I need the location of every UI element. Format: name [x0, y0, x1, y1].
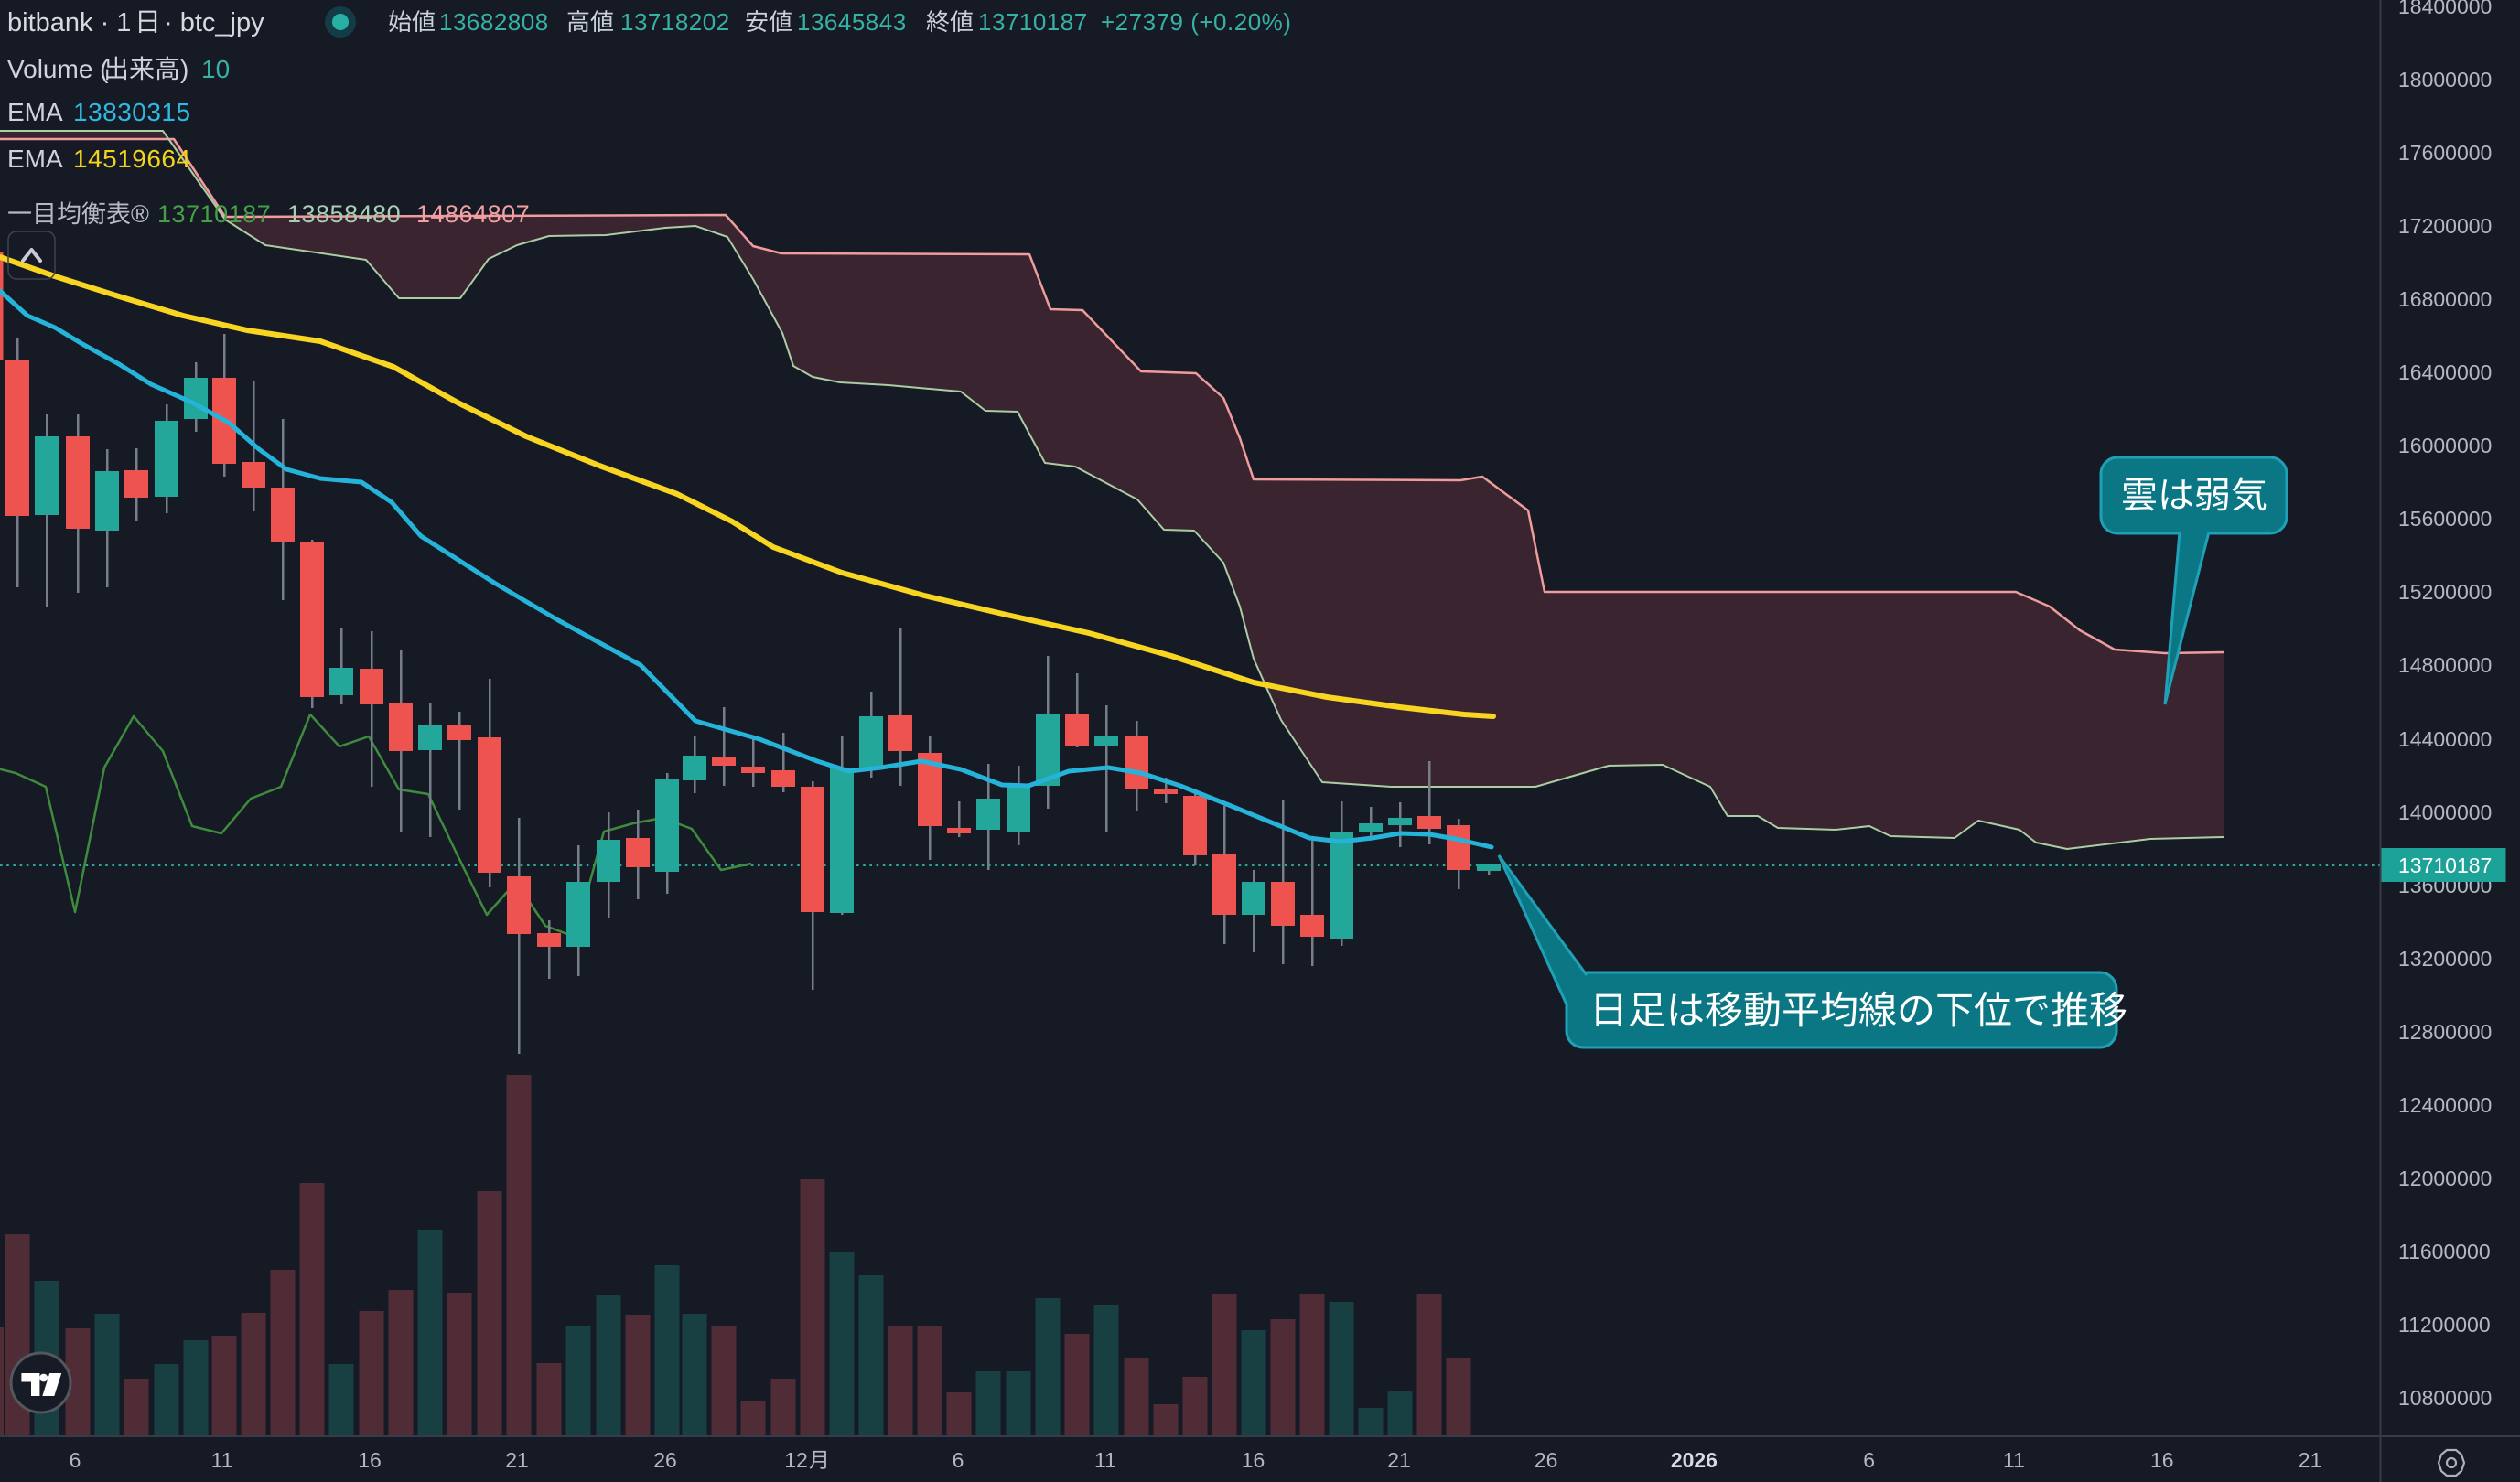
svg-text:+27379 (+0.20%): +27379 (+0.20%): [1101, 8, 1291, 36]
svg-text:13718202: 13718202: [620, 8, 730, 36]
svg-text:16: 16: [1242, 1448, 1265, 1472]
svg-text:13710187: 13710187: [978, 8, 1088, 36]
svg-text:14519664: 14519664: [73, 145, 191, 173]
svg-text:10800000: 10800000: [2398, 1386, 2492, 1410]
svg-text:11200000: 11200000: [2398, 1313, 2491, 1337]
svg-text:13710187: 13710187: [157, 200, 271, 228]
svg-text:16: 16: [2150, 1448, 2174, 1472]
svg-text:21: 21: [1387, 1448, 1411, 1472]
svg-text:Volume (: Volume (: [7, 55, 109, 83]
svg-text:EMA: EMA: [7, 98, 63, 126]
svg-text:12800000: 12800000: [2398, 1020, 2492, 1044]
svg-text:16000000: 16000000: [2398, 434, 2492, 457]
svg-text:14864807: 14864807: [416, 200, 530, 228]
svg-text:): ): [180, 55, 188, 83]
svg-text:6: 6: [953, 1448, 964, 1472]
svg-text:18000000: 18000000: [2398, 68, 2492, 91]
svg-text:®: ®: [131, 200, 149, 228]
svg-text:14800000: 14800000: [2398, 653, 2492, 677]
svg-text:21: 21: [2299, 1448, 2322, 1472]
svg-text:13858480: 13858480: [287, 200, 401, 228]
svg-text:6: 6: [70, 1448, 81, 1472]
svg-text:17600000: 17600000: [2398, 141, 2492, 165]
svg-text:13645843: 13645843: [797, 8, 907, 36]
svg-text:11: 11: [2003, 1448, 2025, 1472]
svg-text:13710187: 13710187: [2398, 854, 2492, 877]
svg-text:14400000: 14400000: [2398, 727, 2492, 751]
svg-text:11600000: 11600000: [2398, 1240, 2491, 1263]
svg-text:26: 26: [1535, 1448, 1558, 1472]
svg-text:11: 11: [1094, 1448, 1116, 1472]
svg-text:6: 6: [1863, 1448, 1875, 1472]
svg-text:15600000: 15600000: [2398, 507, 2492, 531]
svg-text:26: 26: [653, 1448, 677, 1472]
svg-text:10: 10: [201, 55, 230, 83]
svg-text:13682808: 13682808: [439, 8, 549, 36]
svg-text:17200000: 17200000: [2398, 214, 2492, 238]
svg-text:16400000: 16400000: [2398, 360, 2492, 384]
svg-text:18400000: 18400000: [2398, 0, 2492, 18]
svg-text:EMA: EMA: [7, 145, 63, 173]
svg-text:15200000: 15200000: [2398, 580, 2492, 604]
svg-text:13830315: 13830315: [73, 98, 191, 126]
svg-text:21: 21: [505, 1448, 529, 1472]
svg-text:14000000: 14000000: [2398, 800, 2492, 824]
svg-text:12400000: 12400000: [2398, 1093, 2492, 1117]
svg-text:13200000: 13200000: [2398, 947, 2492, 971]
svg-text:16: 16: [358, 1448, 382, 1472]
svg-text:11: 11: [211, 1448, 233, 1472]
svg-text:12000000: 12000000: [2398, 1166, 2492, 1190]
svg-text:· btc_jpy: · btc_jpy: [164, 8, 264, 38]
svg-text:12: 12: [784, 1448, 808, 1472]
svg-text:2026: 2026: [1671, 1448, 1718, 1472]
svg-text:16800000: 16800000: [2398, 287, 2492, 311]
svg-text:bitbank · 1: bitbank · 1: [7, 8, 131, 38]
